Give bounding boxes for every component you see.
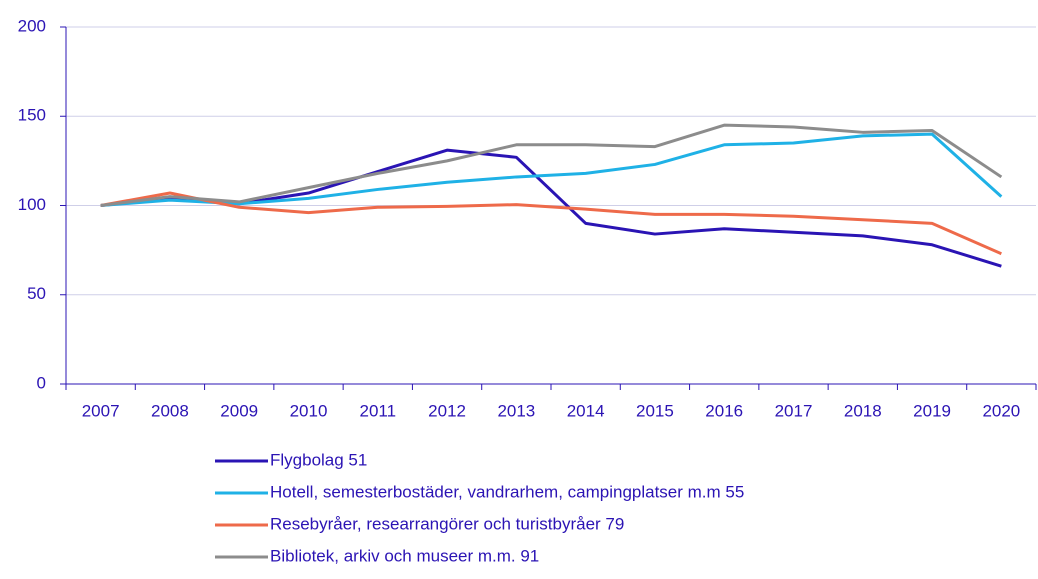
x-tick-label: 2019 (913, 401, 951, 420)
x-tick-label: 2017 (775, 401, 813, 420)
x-tick-label: 2010 (290, 401, 328, 420)
y-tick-label: 200 (18, 16, 46, 35)
y-tick-label: 150 (18, 106, 46, 125)
x-tick-label: 2011 (360, 401, 397, 420)
x-tick-label: 2018 (844, 401, 882, 420)
x-tick-label: 2012 (428, 401, 466, 420)
x-tick-label: 2015 (636, 401, 674, 420)
x-tick-label: 2009 (220, 401, 258, 420)
series-line (100, 123, 1003, 207)
y-tick-label: 100 (18, 195, 46, 214)
y-tick-label: 50 (27, 284, 46, 303)
x-tick-label: 2016 (705, 401, 743, 420)
legend-label: Hotell, semesterbostäder, vandrarhem, ca… (270, 482, 744, 501)
x-tick-label: 2007 (82, 401, 120, 420)
x-tick-label: 2014 (567, 401, 605, 420)
legend-label: Resebyråer, researrangörer och turistbyr… (270, 514, 624, 533)
x-tick-label: 2008 (151, 401, 189, 420)
x-tick-label: 2013 (497, 401, 535, 420)
series-line (100, 132, 1003, 207)
x-tick-label: 2020 (982, 401, 1020, 420)
series-line (100, 191, 1002, 256)
legend-label: Flygbolag 51 (270, 450, 367, 469)
legend-label: Bibliotek, arkiv och museer m.m. 91 (270, 546, 539, 565)
y-tick-label: 0 (37, 373, 46, 392)
